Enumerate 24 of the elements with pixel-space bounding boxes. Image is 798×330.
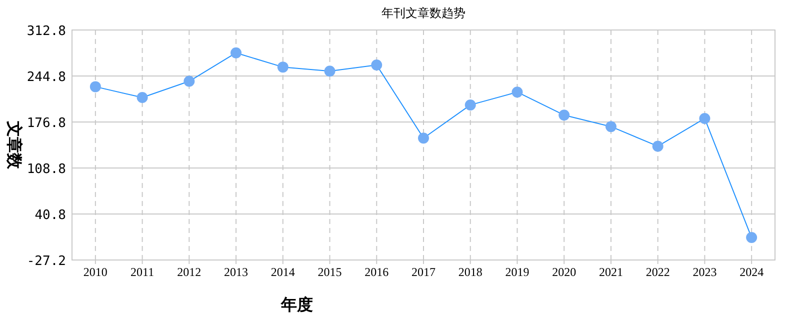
x-tick-label: 2022 (646, 265, 670, 279)
x-tick-label: 2016 (364, 265, 389, 279)
x-axis-title: 年度 (280, 295, 313, 314)
x-tick-label: 2019 (505, 265, 530, 279)
x-tick-label: 2023 (692, 265, 717, 279)
y-tick-label: 244.8 (26, 70, 66, 85)
y-tick-label: 108.8 (26, 162, 66, 177)
y-tick-label: 176.8 (26, 116, 66, 131)
x-tick-label: 2010 (83, 265, 108, 279)
x-tick-label: 2015 (318, 265, 342, 279)
x-tick-label: 2017 (412, 265, 436, 279)
x-tick-label: 2014 (270, 265, 295, 279)
x-tick-label: 2013 (224, 265, 248, 279)
x-tick-label: 2024 (740, 265, 764, 279)
y-tick-label: 312.8 (26, 24, 66, 39)
x-tick-label: 2021 (598, 265, 623, 279)
x-tick-label: 2011 (130, 265, 154, 279)
x-tick-label: 2012 (177, 265, 202, 279)
chart-title: 年刊文章数趋势 (382, 6, 466, 20)
x-tick-label: 2020 (552, 265, 576, 279)
y-tick-label: 40.8 (34, 208, 66, 223)
x-tick-label: 2018 (458, 265, 482, 279)
y-tick-label: -27.2 (26, 254, 66, 269)
y-axis-title: 文章数 (5, 120, 23, 170)
